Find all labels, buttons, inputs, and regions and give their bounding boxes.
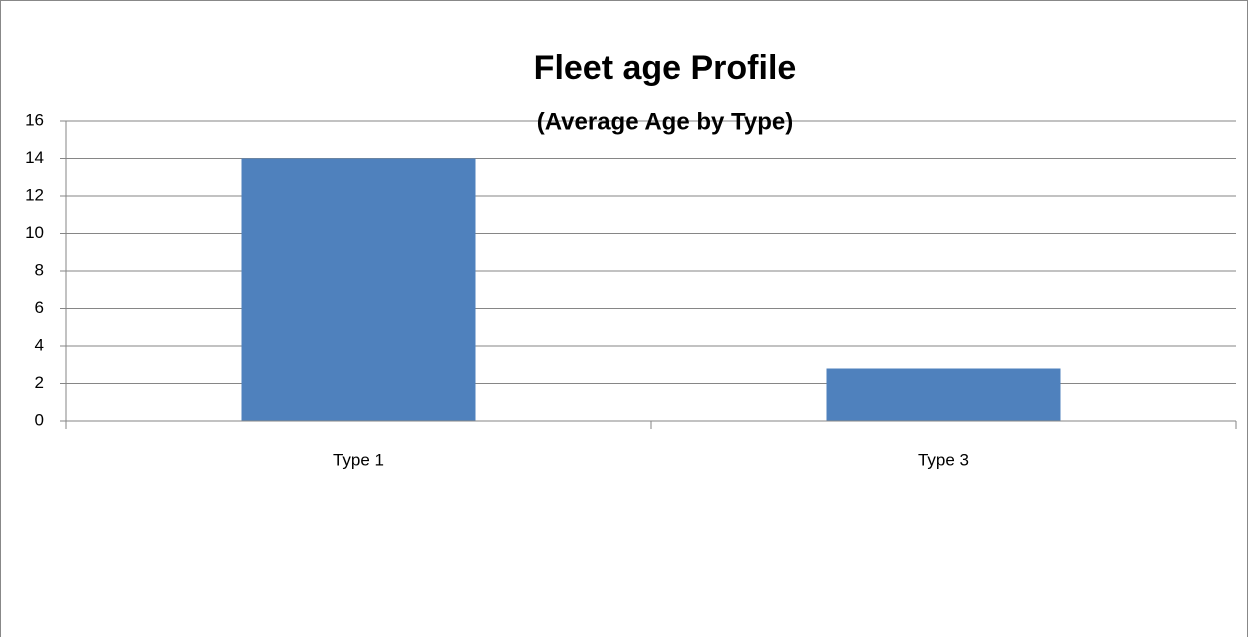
bar <box>241 158 476 421</box>
chart-subtitle: (Average Age by Type) <box>537 108 794 135</box>
bar <box>826 368 1061 421</box>
y-tick-label: 14 <box>25 148 44 167</box>
y-tick-label: 2 <box>35 373 44 392</box>
x-tick-label: Type 1 <box>333 450 384 469</box>
y-tick-label: 16 <box>25 110 44 129</box>
y-tick-label: 4 <box>35 335 44 354</box>
x-tick-label: Type 3 <box>918 450 969 469</box>
y-tick-label: 10 <box>25 223 44 242</box>
chart-title: Fleet age Profile <box>534 49 797 87</box>
y-tick-label: 0 <box>35 410 44 429</box>
y-tick-label: 8 <box>35 260 44 279</box>
y-tick-label: 12 <box>25 185 44 204</box>
y-tick-label: 6 <box>35 298 44 317</box>
